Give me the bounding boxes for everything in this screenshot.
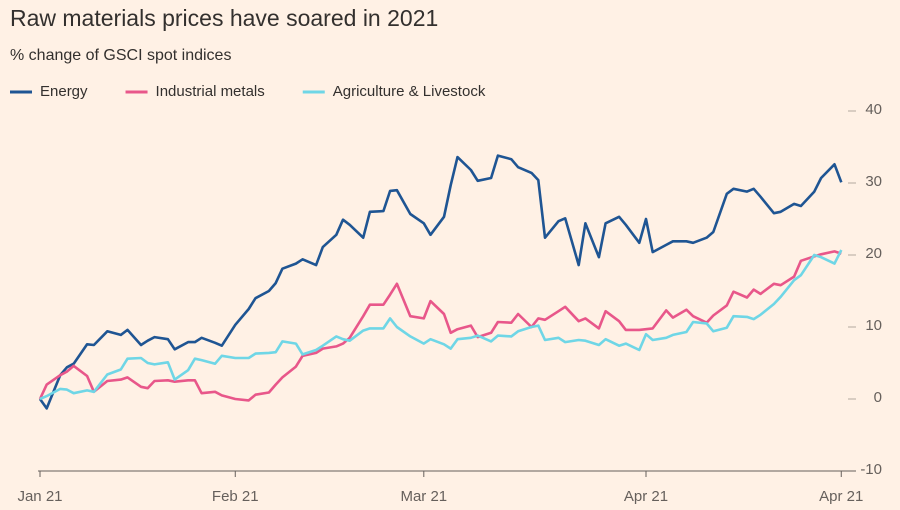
series-line — [38, 250, 842, 402]
y-tick-label: 30 — [865, 173, 882, 190]
x-tick-label: Apr 21 — [819, 488, 863, 505]
x-tick-label: Jan 21 — [17, 488, 62, 505]
y-tick-label: 20 — [865, 245, 882, 262]
chart-subtitle: % change of GSCI spot indices — [10, 47, 231, 64]
series-line — [39, 249, 843, 401]
legend-label: Agriculture & Livestock — [333, 83, 486, 100]
series-line — [38, 154, 843, 410]
x-tick-label: Apr 21 — [624, 488, 668, 505]
legend-label: Energy — [40, 83, 88, 100]
y-tick-label: 40 — [865, 101, 882, 118]
y-tick-label: 10 — [865, 317, 882, 334]
x-tick-label: Mar 21 — [400, 488, 447, 505]
x-tick-label: Feb 21 — [212, 488, 259, 505]
y-tick-label: -10 — [860, 461, 882, 478]
chart-title: Raw materials prices have soared in 2021 — [10, 5, 438, 31]
y-tick-label: 0 — [874, 389, 882, 406]
legend-label: Industrial metals — [156, 83, 265, 100]
